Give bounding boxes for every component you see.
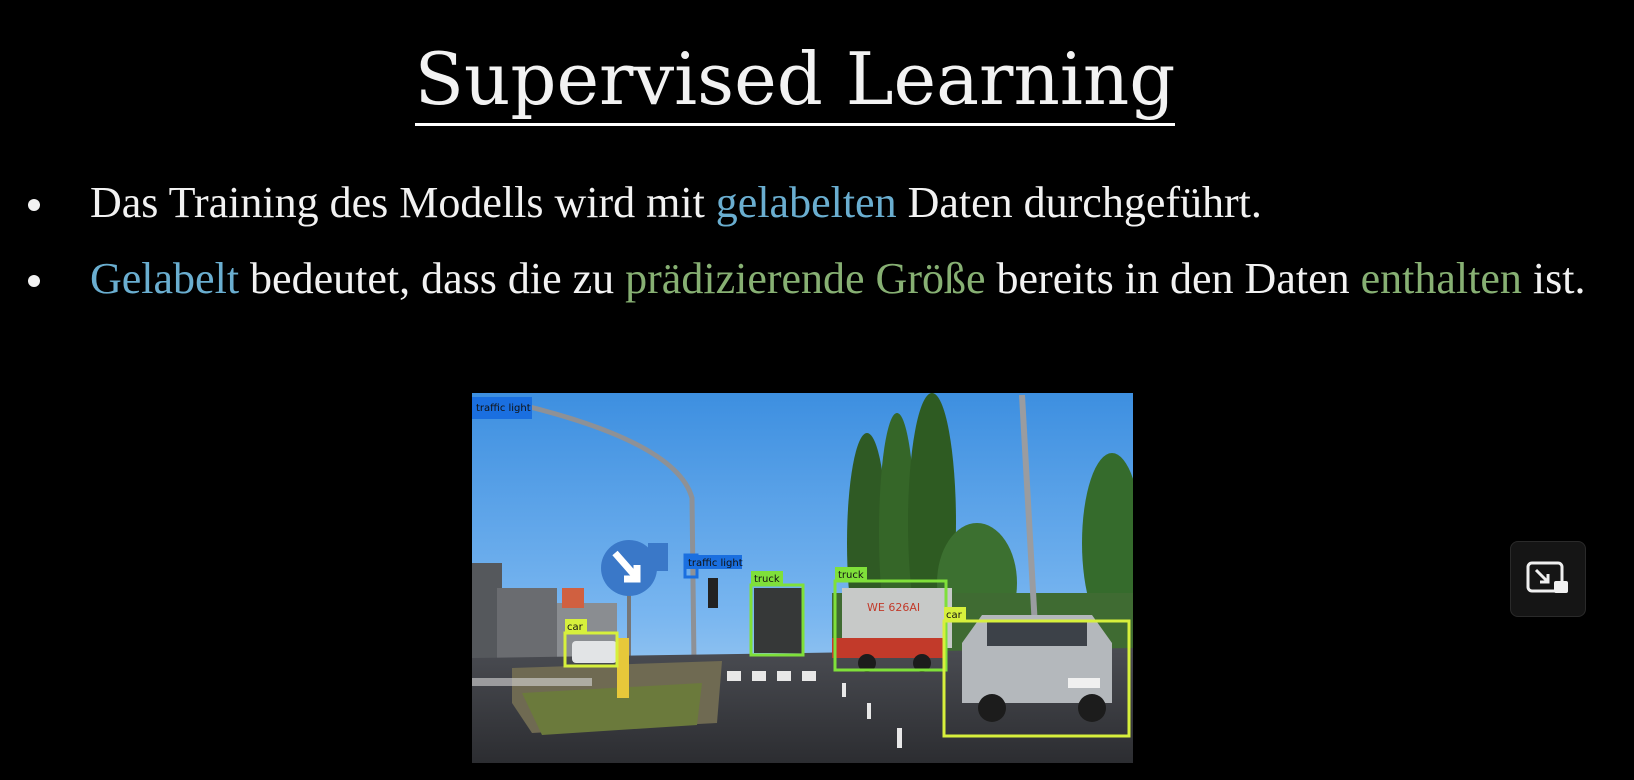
- label-traffic-light-1: traffic light: [476, 403, 531, 414]
- bullet-2-text-b: bereits in den Daten: [985, 254, 1361, 303]
- bullet-2-text-a: bedeutet, dass die zu: [239, 254, 626, 303]
- truck-2-label-bg: [835, 567, 867, 581]
- bullet-1-text-a: Das Training des Modells wird mit: [90, 178, 716, 227]
- bullet-list: Das Training des Modells wird mit gelabe…: [0, 172, 1634, 310]
- bbox-car-1: [563, 631, 619, 668]
- bullet-dot-icon: [28, 275, 40, 287]
- label-car-2: car: [946, 610, 963, 621]
- car-1-label-bg: [565, 619, 587, 633]
- label-truck-1: truck: [754, 574, 780, 585]
- bullet-2-highlight-c: enthalten: [1360, 254, 1522, 303]
- label-traffic-light-2: traffic light: [688, 558, 743, 569]
- slide-title: Supervised Learning: [0, 34, 1590, 126]
- car-2-label-bg: [944, 607, 966, 621]
- bullet-2-highlight-a: Gelabelt: [90, 254, 240, 303]
- bullet-item-1: Das Training des Modells wird mit gelabe…: [0, 172, 1634, 234]
- exit-pip-button[interactable]: [1510, 541, 1586, 617]
- bullet-1-highlight: gelabelten: [715, 178, 897, 227]
- bbox-truck-2: [833, 579, 948, 672]
- bullet-2-text-c: ist.: [1521, 254, 1586, 303]
- object-detection-image: WE 626AI traffic light traffic light tru…: [472, 393, 1133, 763]
- bullet-item-2: Gelabelt bedeutet, dass die zu prädizier…: [0, 248, 1634, 310]
- bullet-1-text-b: Daten durchgeführt.: [896, 178, 1262, 227]
- truck-plate-text: WE 626AI: [867, 601, 920, 614]
- traffic-light-label-bg: [472, 397, 532, 419]
- truck-1-label-bg: [751, 571, 783, 585]
- label-truck-2: truck: [838, 570, 864, 581]
- bullet-dot-icon: [28, 199, 40, 211]
- bbox-car-2: [942, 619, 1131, 738]
- label-car-1: car: [567, 622, 584, 633]
- traffic-light-2-label-bg: [685, 555, 742, 569]
- bullet-2-highlight-b: prädizierende Größe: [625, 254, 986, 303]
- exit-picture-in-picture-icon: [1526, 561, 1568, 593]
